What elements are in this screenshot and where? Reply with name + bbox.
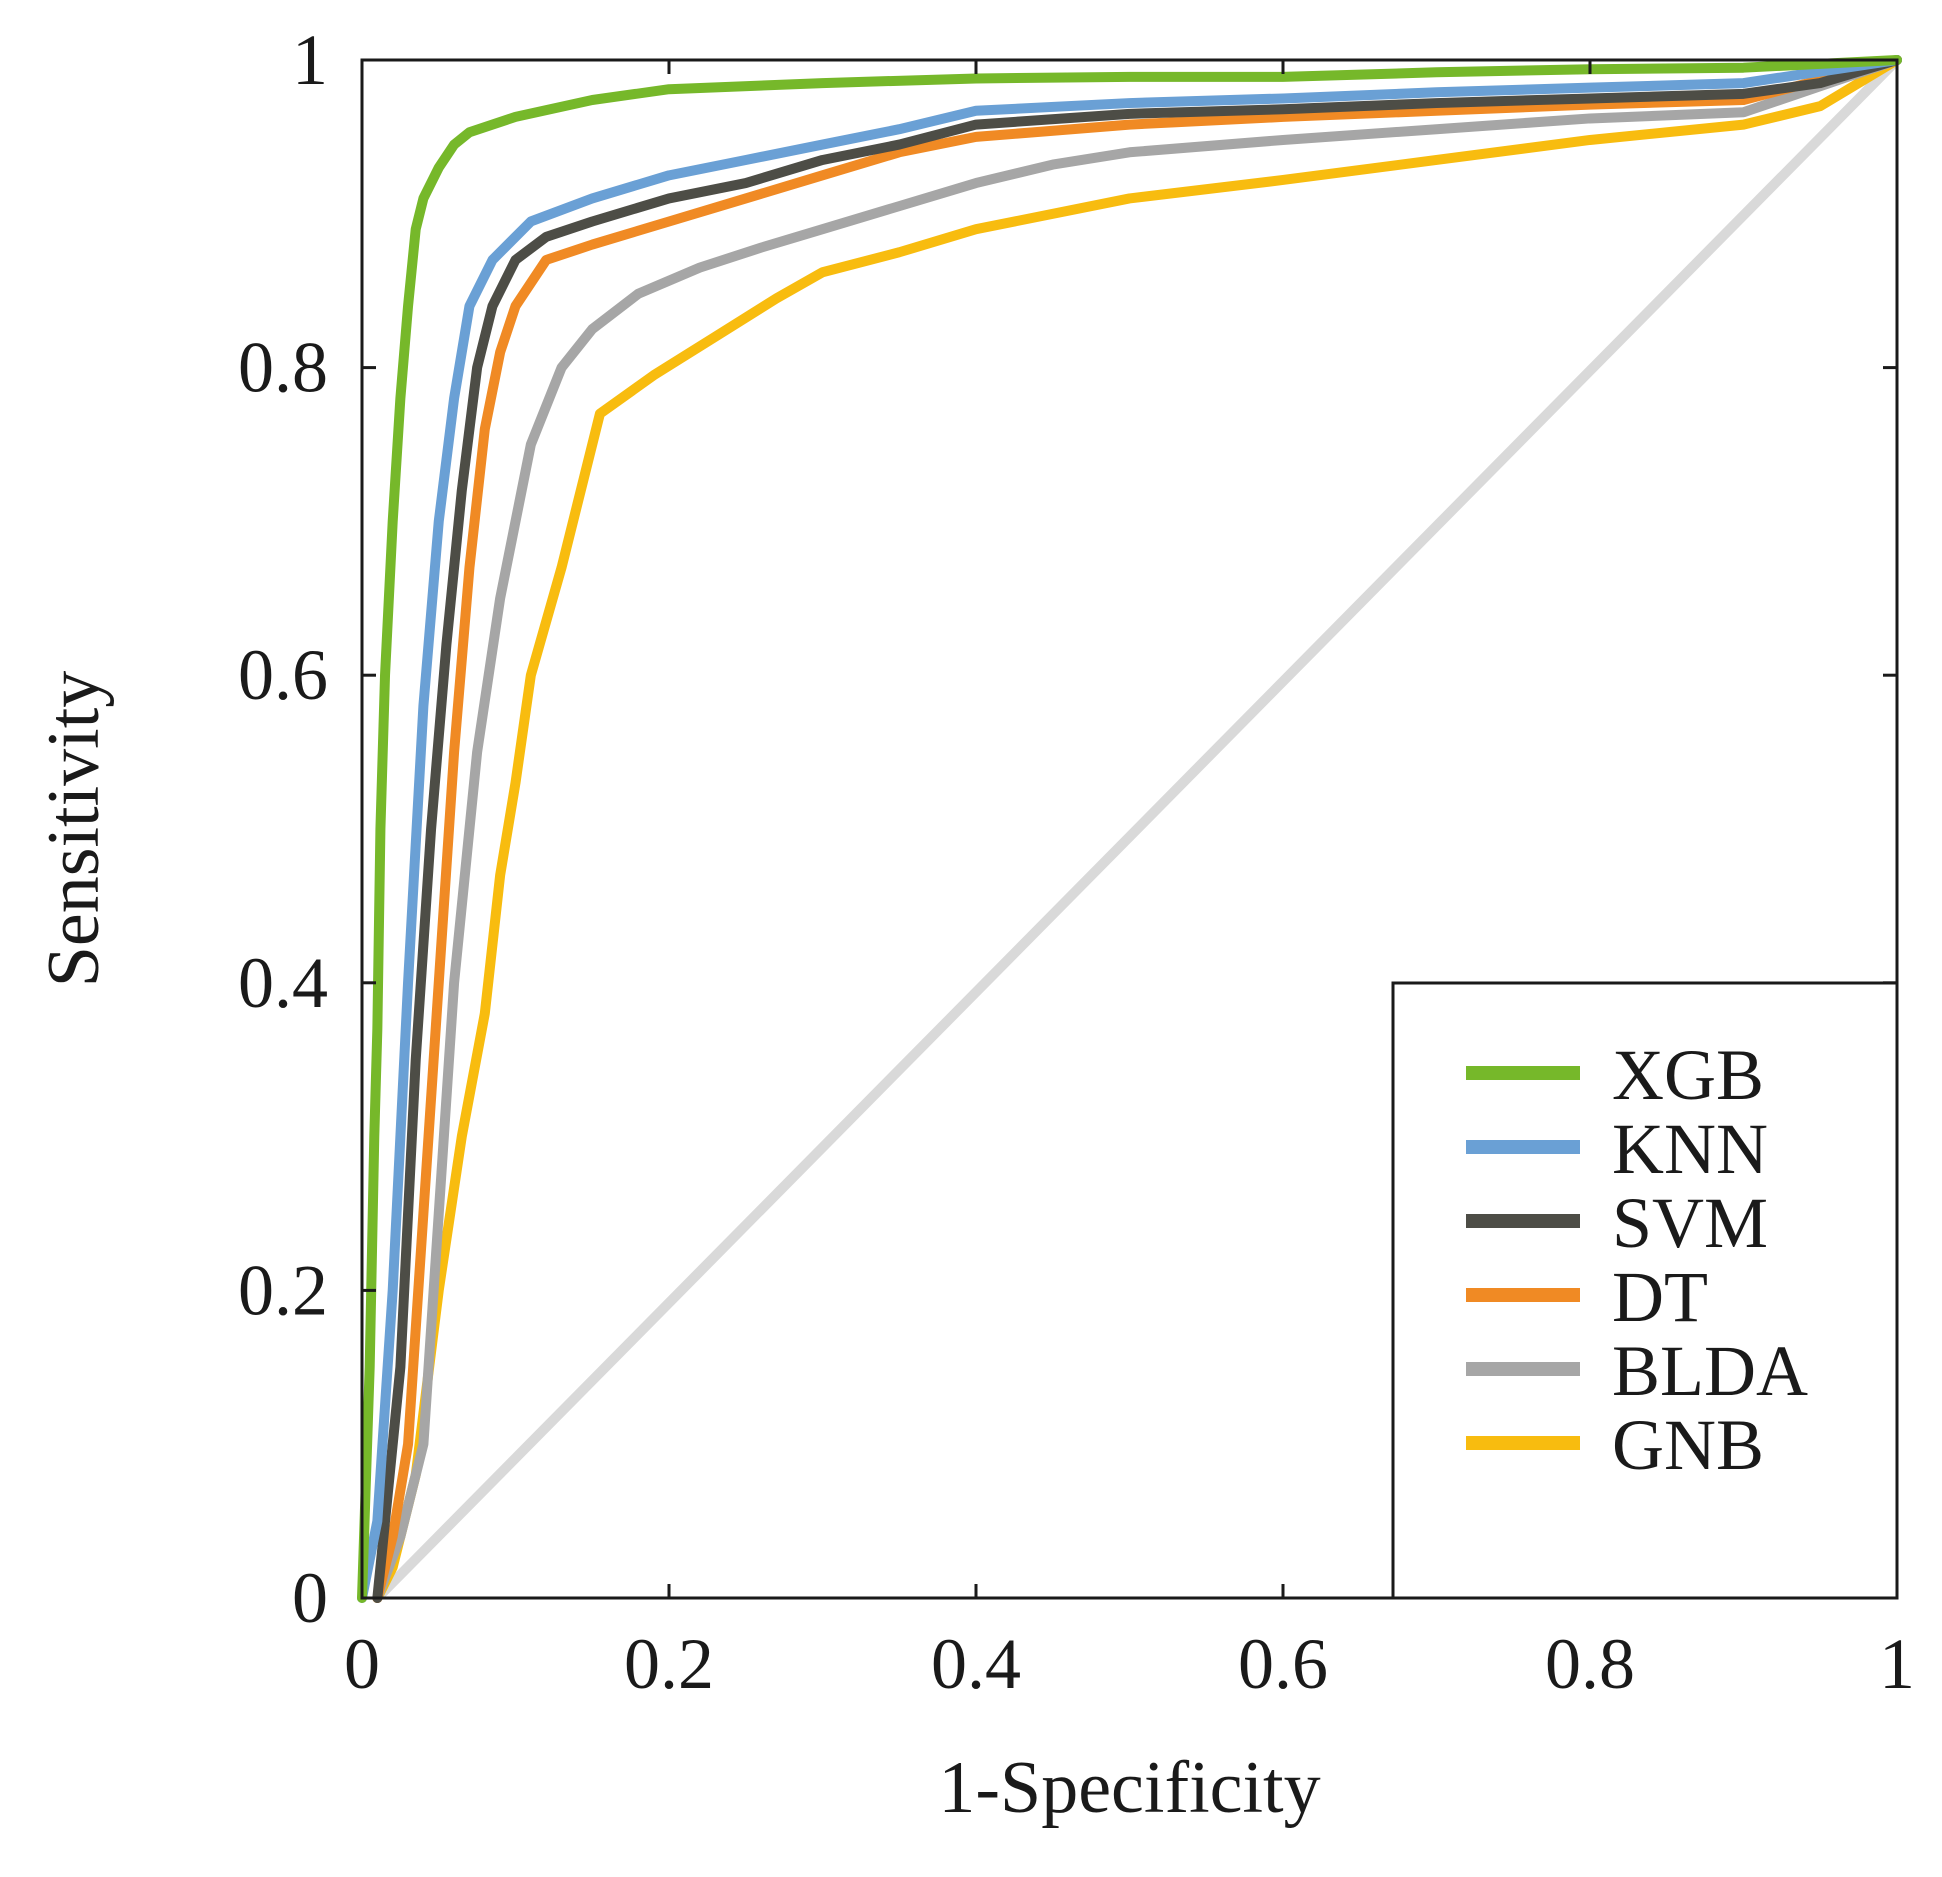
y-axis-label: Sensitivity — [33, 671, 115, 988]
series-line-blda — [372, 55, 1902, 1603]
y-tick-label: 1 — [292, 20, 328, 100]
legend-label-knn: KNN — [1612, 1109, 1768, 1189]
legend-label-svm: SVM — [1612, 1183, 1768, 1263]
y-tick-label: 0.8 — [238, 328, 328, 408]
y-tick-label: 0.4 — [238, 943, 328, 1023]
legend-label-blda: BLDA — [1612, 1331, 1808, 1411]
axis-ticks — [360, 58, 1899, 1600]
series-line-dt — [372, 55, 1902, 1603]
x-tick-label: 0.8 — [1545, 1624, 1635, 1704]
plot-frame — [360, 58, 1899, 1600]
series-line-xgb — [357, 55, 1902, 1603]
plot-content — [357, 55, 1902, 1603]
y-tick-label: 0.6 — [238, 635, 328, 715]
series-line-knn — [357, 55, 1902, 1603]
series-line-svm — [372, 55, 1902, 1603]
x-axis-label: 1-Specificity — [938, 1747, 1320, 1829]
axis-tick-labels: 0 0.2 0.4 0.6 0.8 1 0 0.2 0.4 0.6 0.8 1 — [238, 20, 1915, 1704]
x-tick-label: 1 — [1879, 1624, 1915, 1704]
x-tick-label: 0.6 — [1238, 1624, 1328, 1704]
x-tick-label: 0 — [344, 1624, 380, 1704]
legend-label-dt: DT — [1612, 1257, 1708, 1337]
series-line-gnb — [372, 55, 1902, 1603]
legend-label-gnb: GNB — [1612, 1405, 1764, 1485]
chance-reference-line — [372, 55, 1902, 1603]
x-tick-label: 0.2 — [624, 1624, 714, 1704]
y-tick-label: 0 — [292, 1558, 328, 1638]
y-tick-label: 0.2 — [238, 1250, 328, 1330]
legend-label-xgb: XGB — [1612, 1035, 1764, 1115]
x-tick-label: 0.4 — [931, 1624, 1021, 1704]
